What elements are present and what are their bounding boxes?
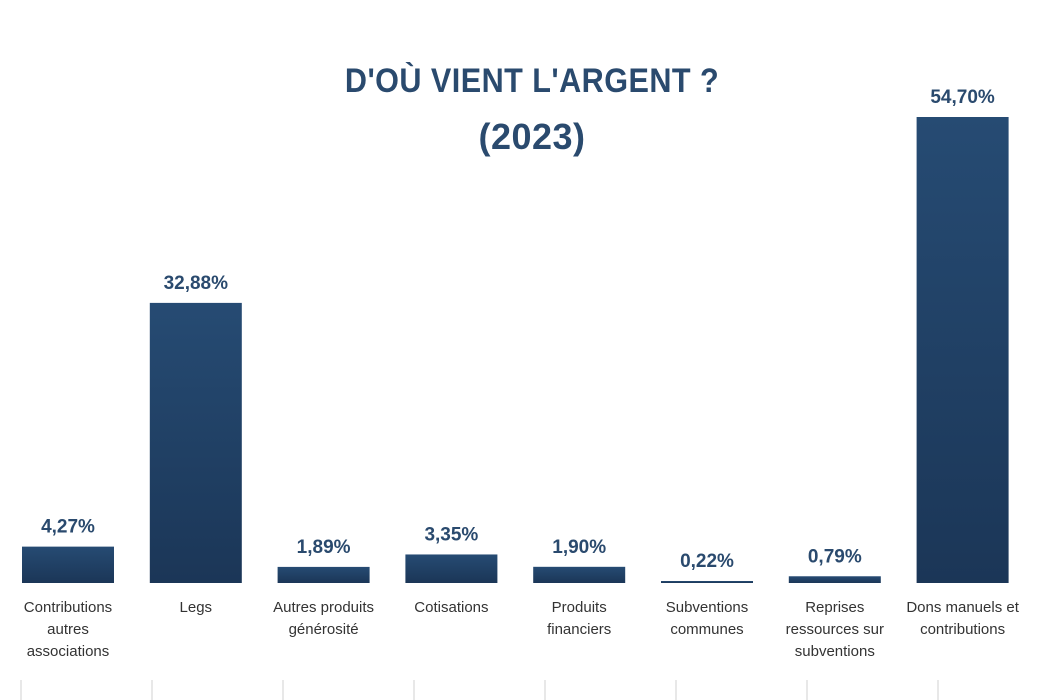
chart-subtitle: (2023) (478, 116, 586, 157)
category-label: autres (47, 621, 89, 638)
category-label: générosité (289, 621, 359, 638)
bar (533, 566, 626, 583)
data-label: 4,27% (41, 517, 95, 538)
data-label: 3,35% (424, 524, 478, 545)
data-label: 32,88% (164, 273, 229, 294)
category-label: ressources sur (786, 621, 884, 638)
data-labels: 4,27% 32,88% 1,89% 3,35% 1,90% 0,22% 0,79% 54,7… (41, 87, 995, 572)
bar (405, 554, 498, 583)
category-label: financiers (547, 621, 611, 638)
category-label: contributions (920, 621, 1005, 638)
data-label: 1,90% (552, 537, 606, 558)
bar (149, 302, 242, 583)
data-label: 0,22% (680, 551, 734, 572)
category-label: communes (670, 621, 743, 638)
data-label: 0,79% (808, 546, 862, 567)
data-label: 1,89% (297, 537, 351, 558)
category-label: subventions (795, 643, 875, 660)
category-label: Produits (552, 599, 607, 616)
category-label: Reprises (805, 599, 864, 616)
bar (788, 576, 881, 583)
bar (661, 581, 753, 583)
data-label: 54,70% (930, 87, 995, 108)
category-label: Subventions (666, 599, 749, 616)
category-label: Cotisations (414, 599, 488, 616)
category-label: Autres produits (273, 599, 374, 616)
category-label: Dons manuels et (906, 599, 1019, 616)
category-label: Contributions (24, 599, 112, 616)
axis-ticks (20, 680, 939, 700)
category-labels: Contributions autres associations Legs Autre… (24, 599, 1020, 660)
chart-title: D'OÙ VIENT L'ARGENT ? (344, 62, 720, 100)
bar (277, 566, 370, 583)
category-label: associations (27, 643, 110, 660)
category-label: Legs (180, 599, 213, 616)
bar (916, 117, 1009, 583)
bar (22, 546, 114, 583)
bars (22, 117, 1009, 583)
